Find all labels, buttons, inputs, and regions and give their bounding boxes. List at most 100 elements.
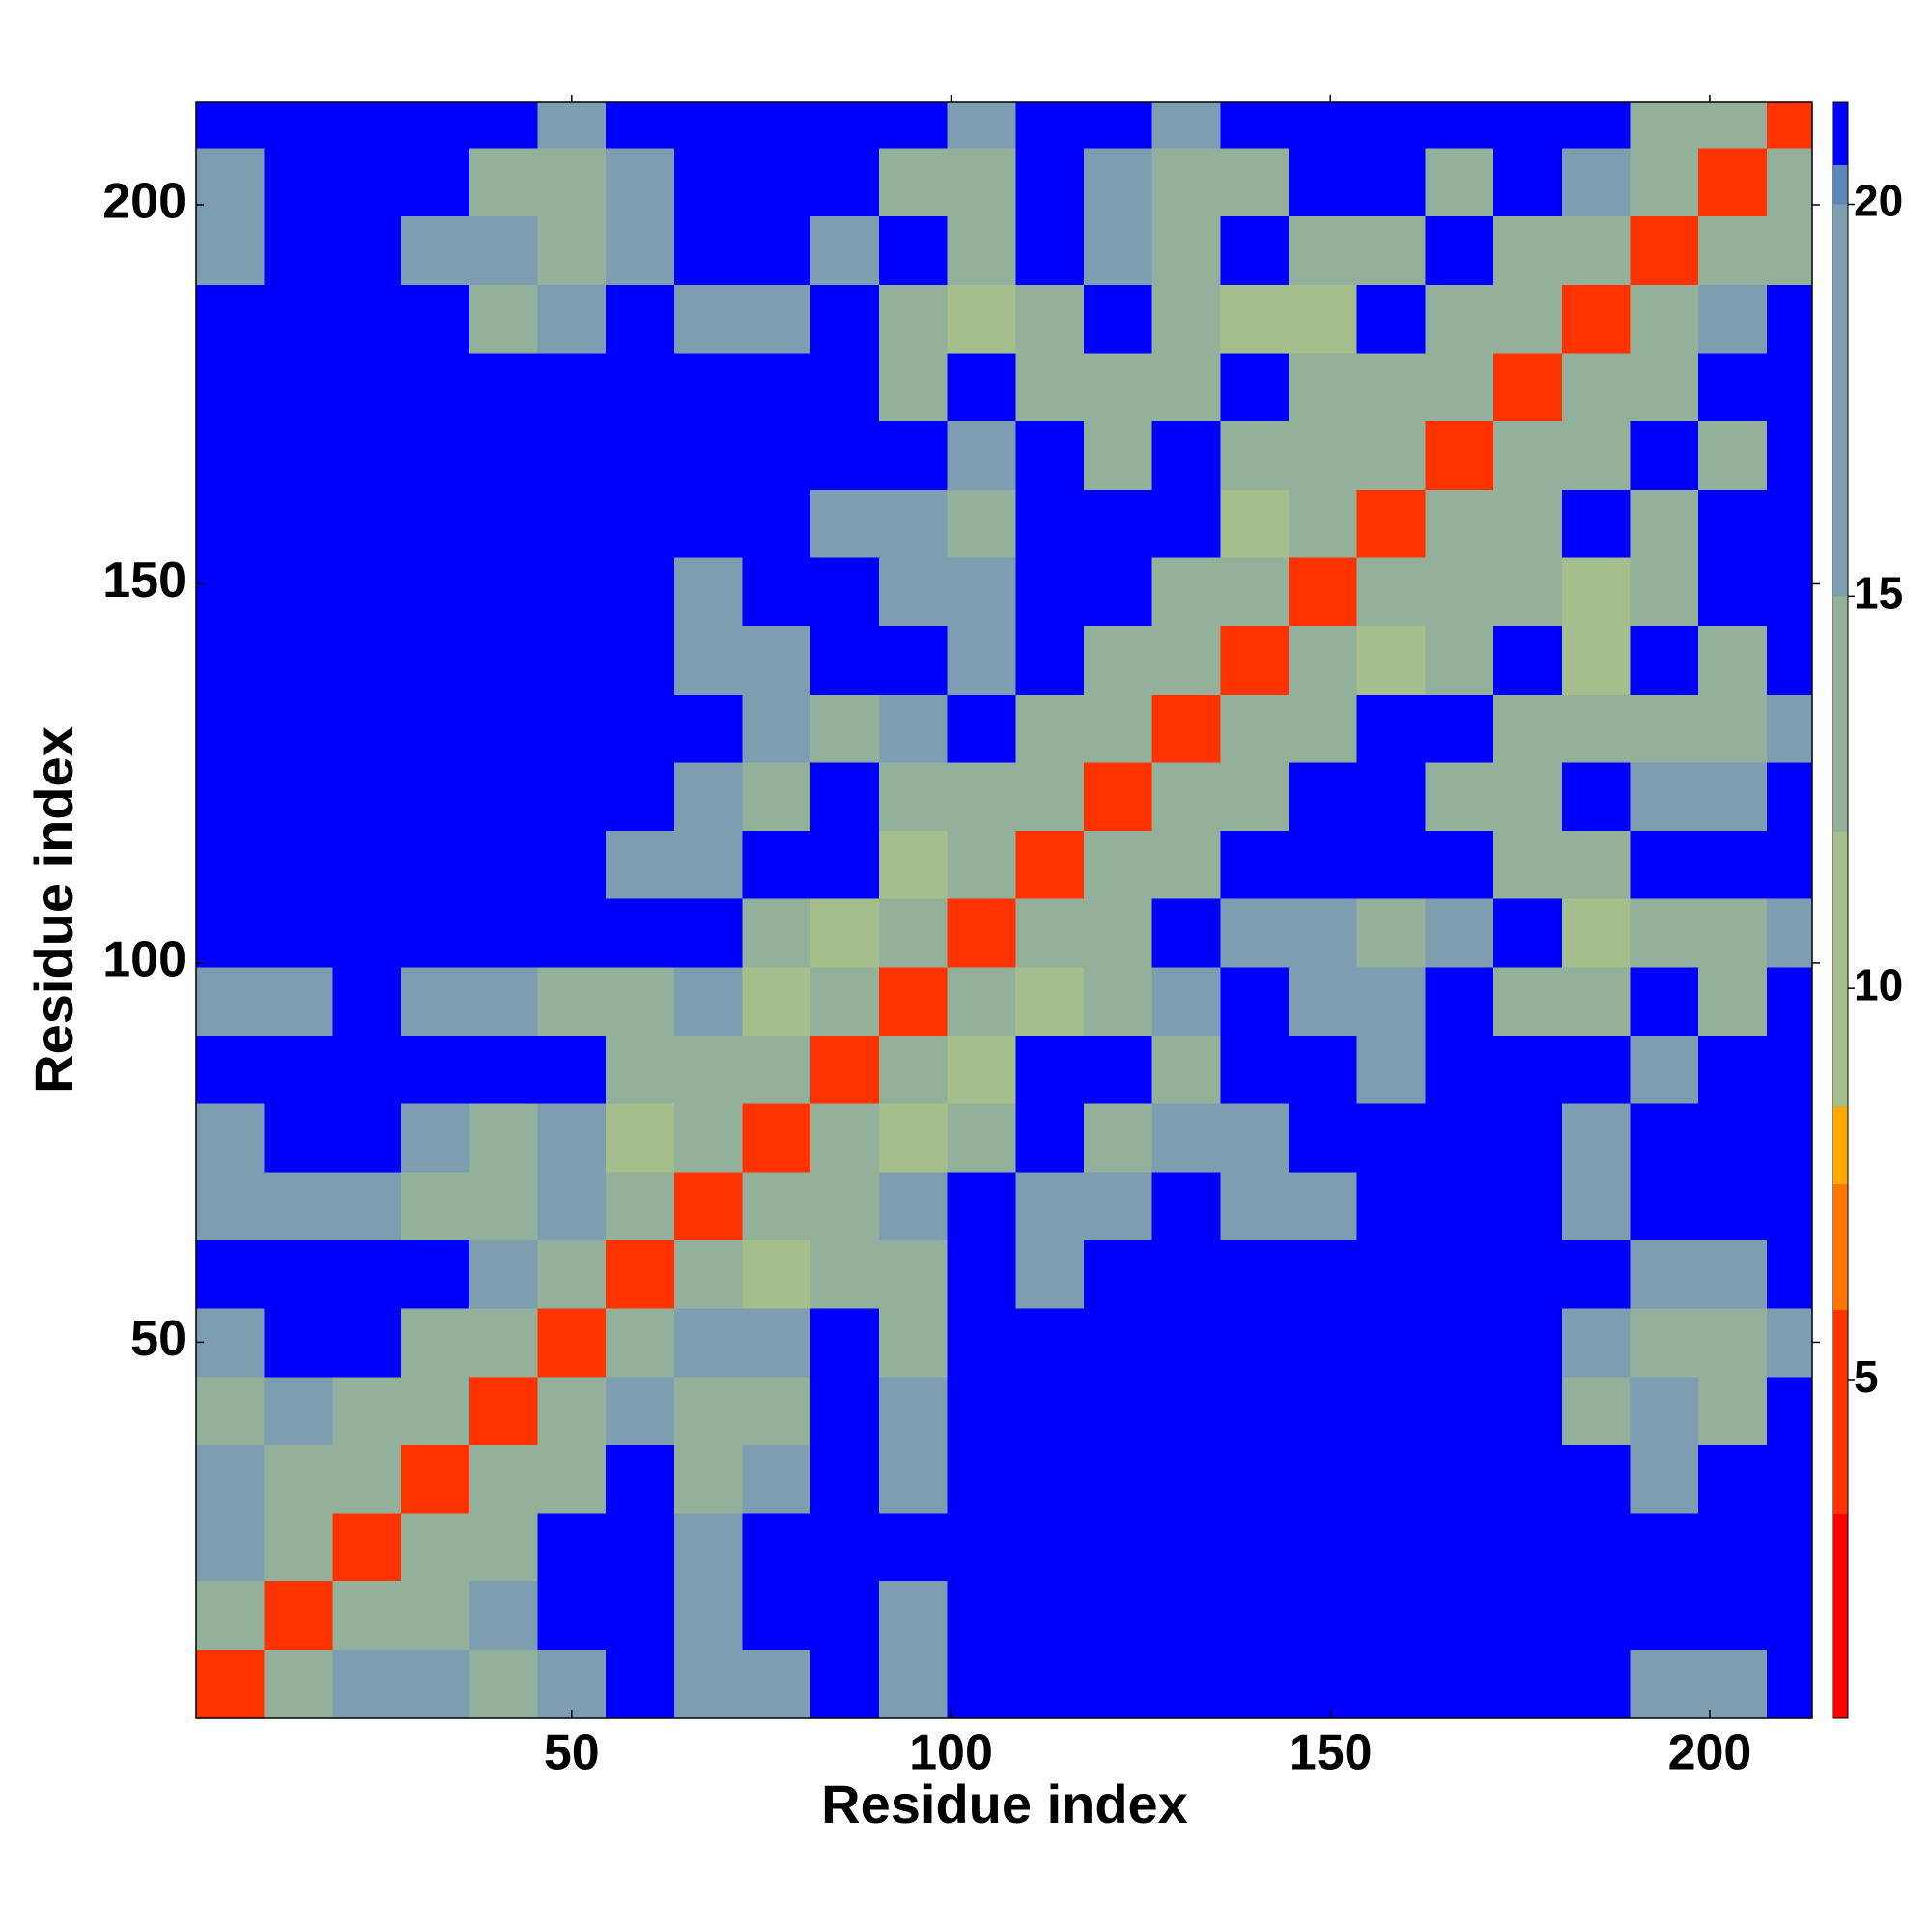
heatmap-cell — [947, 102, 1016, 149]
heatmap-cell — [1698, 556, 1768, 627]
heatmap-cell — [1151, 830, 1221, 899]
heatmap-cell — [537, 1649, 607, 1719]
heatmap-cell — [1561, 148, 1631, 217]
heatmap-cell — [1493, 1103, 1563, 1173]
heatmap-cell — [1493, 830, 1563, 899]
heatmap-cell — [810, 284, 880, 354]
colorbar-tick-label: 10 — [1854, 959, 1903, 1009]
heatmap-cell — [1083, 1239, 1153, 1309]
heatmap-cell — [1083, 1580, 1153, 1650]
heatmap-cell — [947, 1239, 1016, 1309]
heatmap-cell — [196, 1103, 266, 1173]
heatmap-cell — [1425, 353, 1494, 422]
heatmap-cell — [1220, 1308, 1290, 1378]
heatmap-cell — [196, 556, 266, 627]
heatmap-cell — [1425, 1035, 1494, 1104]
heatmap-cell — [1766, 898, 1813, 968]
heatmap-cell — [1289, 898, 1358, 968]
heatmap-cell — [1425, 489, 1494, 558]
heatmap-cell — [1630, 215, 1699, 285]
heatmap-cell — [1630, 1444, 1699, 1514]
heatmap-cell — [1015, 353, 1085, 422]
colorbar-tick-label: 15 — [1854, 567, 1903, 617]
heatmap-cell — [401, 1376, 470, 1445]
heatmap-cell — [1289, 1035, 1358, 1104]
heatmap-cell — [810, 1444, 880, 1514]
heatmap-cell — [1220, 1580, 1290, 1650]
heatmap-cell — [1425, 625, 1494, 695]
heatmap-cell — [1015, 1103, 1085, 1173]
heatmap-cell — [742, 1308, 811, 1378]
heatmap-cell — [1220, 353, 1290, 422]
heatmap-cell — [196, 1376, 266, 1445]
heatmap-cell — [332, 353, 402, 422]
heatmap-cell — [401, 489, 470, 558]
heatmap-cell — [1083, 1171, 1153, 1240]
heatmap-cell — [673, 1649, 744, 1719]
heatmap-cell — [878, 694, 949, 763]
heatmap-cell — [1289, 1376, 1358, 1445]
heatmap-cell — [810, 1580, 880, 1650]
heatmap-cell — [742, 1103, 811, 1173]
heatmap-cell — [1630, 1649, 1699, 1719]
heatmap-cell — [1083, 1103, 1153, 1173]
heatmap-cell — [1561, 420, 1631, 490]
heatmap-cell — [264, 966, 333, 1037]
heatmap-cell — [1630, 625, 1699, 695]
heatmap-cell — [196, 625, 266, 695]
heatmap-cell — [1698, 1444, 1768, 1514]
heatmap-cell — [947, 556, 1016, 627]
heatmap-cell — [1493, 148, 1563, 217]
heatmap-cell — [1015, 215, 1085, 285]
heatmap-cell — [673, 148, 744, 217]
heatmap-cell — [196, 102, 266, 149]
heatmap-cell — [469, 1171, 538, 1240]
heatmap-cell — [1425, 761, 1494, 832]
heatmap-cell — [1766, 284, 1813, 354]
heatmap-cell — [332, 215, 402, 285]
heatmap-cell — [742, 625, 811, 695]
heatmap-cell — [673, 353, 744, 422]
x-tick-label: 100 — [909, 1725, 993, 1781]
heatmap-cell — [537, 1376, 607, 1445]
heatmap-cell — [537, 1103, 607, 1173]
heatmap-cell — [332, 148, 402, 217]
heatmap-cell — [1766, 1103, 1813, 1173]
heatmap-cell — [469, 1580, 538, 1650]
heatmap-cell — [1220, 898, 1290, 968]
heatmap-cell — [1083, 625, 1153, 695]
heatmap-cell — [810, 966, 880, 1037]
heatmap-cell — [810, 102, 880, 149]
heatmap-cell — [1561, 1376, 1631, 1445]
heatmap-cell — [469, 1035, 538, 1104]
heatmap-cell — [878, 1513, 949, 1582]
heatmap-cell — [742, 1239, 811, 1309]
heatmap-cell — [1289, 420, 1358, 490]
y-tick-label: 200 — [102, 174, 186, 230]
heatmap-cell — [1766, 556, 1813, 627]
heatmap-cell — [401, 1649, 470, 1719]
heatmap-cell — [1493, 1444, 1563, 1514]
heatmap-cell — [1015, 625, 1085, 695]
heatmap-cell — [264, 353, 333, 422]
heatmap-cell — [469, 1649, 538, 1719]
heatmap-cell — [1698, 761, 1768, 832]
heatmap-cell — [264, 761, 333, 832]
heatmap-cell — [810, 1649, 880, 1719]
heatmap-cell — [673, 1171, 744, 1240]
heatmap-cell — [401, 284, 470, 354]
heatmap-cell — [264, 1239, 333, 1309]
heatmap-cell — [1356, 1376, 1426, 1445]
heatmap-cell — [1493, 420, 1563, 490]
heatmap-cell — [196, 420, 266, 490]
colorbar-band — [1833, 102, 1848, 165]
heatmap-cell — [332, 102, 402, 149]
heatmap-cell — [1766, 1649, 1813, 1719]
heatmap-cell — [469, 1513, 538, 1582]
heatmap-cell — [1493, 489, 1563, 558]
heatmap-cell — [878, 625, 949, 695]
heatmap-cell — [1493, 966, 1563, 1037]
heatmap-cell — [264, 1171, 333, 1240]
heatmap-cell — [469, 625, 538, 695]
